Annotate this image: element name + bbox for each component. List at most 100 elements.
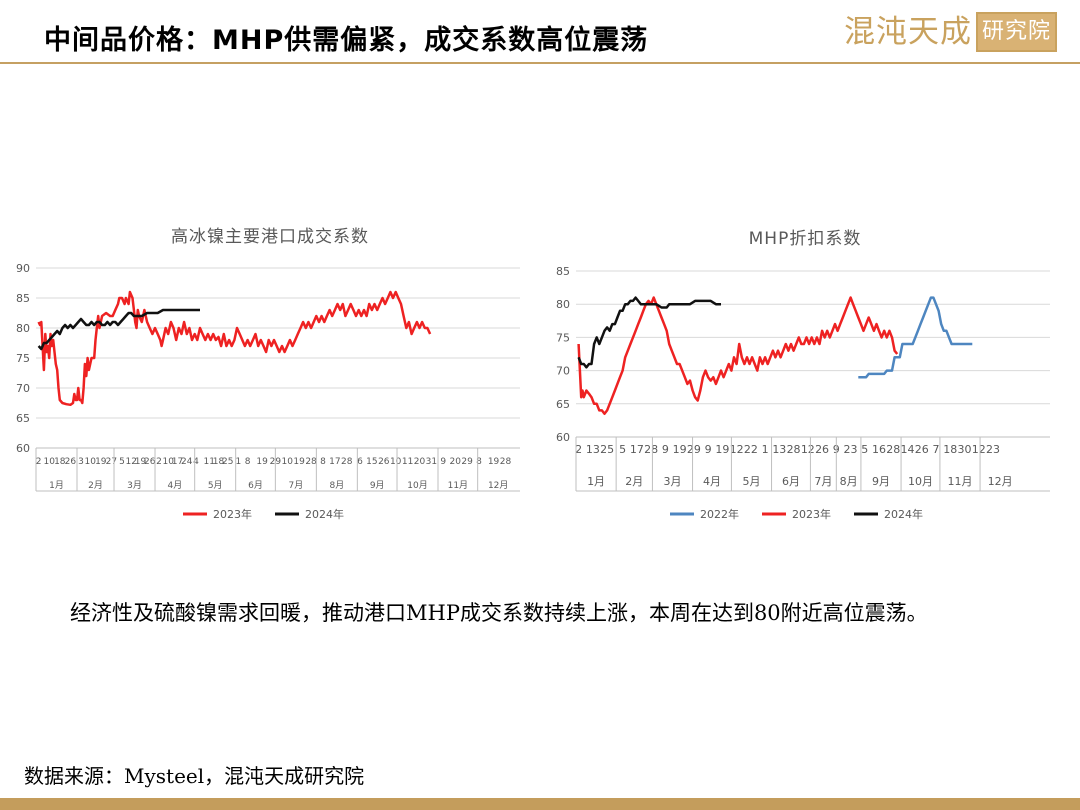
y-tick-label: 80 (556, 298, 570, 311)
series-line-2023年 (577, 296, 899, 416)
x-tick-label: 12 (972, 443, 986, 456)
x-tick-label: 13 (586, 443, 600, 456)
y-tick-label: 60 (556, 431, 570, 444)
month-label: 7月 (288, 480, 303, 491)
month-label: 2月 (625, 475, 643, 488)
series-line-2024年 (37, 308, 200, 351)
x-tick-label: 9 (662, 443, 669, 456)
x-tick-label: 3 (78, 457, 84, 467)
footer-bar (0, 798, 1080, 810)
month-label: 3月 (663, 475, 681, 488)
series-line-2022年 (858, 296, 973, 379)
x-tick-label: 28 (500, 457, 512, 467)
month-label: 10月 (407, 480, 427, 491)
y-tick-label: 85 (556, 265, 570, 278)
y-tick-label: 85 (16, 292, 30, 305)
x-tick-label: 5 (619, 443, 626, 456)
month-label: 6月 (782, 475, 800, 488)
legend-label: 2023年 (792, 507, 831, 521)
x-tick-label: 18 (213, 457, 225, 467)
chart-title: 高冰镍主要港口成交系数 (171, 227, 369, 247)
x-tick-label: 27 (106, 457, 117, 467)
x-tick-label: 26 (915, 443, 929, 456)
x-tick-label: 19 (95, 457, 107, 467)
month-label: 6月 (248, 480, 263, 491)
y-tick-label: 75 (556, 331, 570, 344)
month-label: 11月 (947, 475, 972, 488)
x-tick-label: 19 (135, 457, 147, 467)
x-tick-label: 28 (305, 457, 317, 467)
x-tick-label: 8 (245, 457, 251, 467)
x-tick-label: 25 (222, 457, 233, 467)
series-line-2024年 (577, 296, 721, 369)
legend-label: 2023年 (213, 507, 252, 521)
month-label: 12月 (988, 475, 1013, 488)
body-paragraph: 经济性及硫酸镍需求回暖，推动港口MHP成交系数持续上涨，本周在达到80附近高位震… (70, 601, 928, 625)
x-tick-label: 19 (256, 457, 268, 467)
y-tick-label: 90 (16, 262, 30, 275)
x-tick-label: 18 (54, 457, 66, 467)
y-tick-label: 70 (16, 382, 30, 395)
month-label: 11月 (448, 480, 468, 491)
x-tick-label: 23 (844, 443, 858, 456)
month-label: 4月 (167, 480, 182, 491)
month-label: 8月 (329, 480, 344, 491)
month-label: 1月 (49, 480, 64, 491)
x-tick-label: 18 (943, 443, 957, 456)
x-tick-label: 10 (163, 457, 175, 467)
header-divider (0, 62, 1080, 64)
x-tick-label: 2 (156, 457, 162, 467)
x-tick-label: 5 (861, 443, 868, 456)
x-tick-label: 29 (461, 457, 473, 467)
x-tick-label: 30 (958, 443, 972, 456)
x-tick-label: 19 (673, 443, 687, 456)
month-label: 5月 (742, 475, 760, 488)
y-tick-label: 65 (556, 398, 570, 411)
x-tick-label: 15 (366, 457, 377, 467)
x-tick-label: 22 (744, 443, 758, 456)
month-label: 10月 (908, 475, 933, 488)
x-tick-label: 25 (600, 443, 614, 456)
x-tick-label: 2 (36, 457, 42, 467)
x-tick-label: 28 (886, 443, 900, 456)
x-tick-label: 10 (84, 457, 96, 467)
month-label: 9月 (370, 480, 385, 491)
chart-title: MHP折扣系数 (749, 229, 862, 249)
x-tick-label: 28 (644, 443, 658, 456)
x-tick-label: 11 (402, 457, 413, 467)
x-tick-label: 17 (172, 457, 183, 467)
x-tick-label: 28 (341, 457, 353, 467)
series-line-2023年 (37, 290, 432, 407)
x-tick-label: 17 (329, 457, 340, 467)
x-tick-label: 19 (293, 457, 305, 467)
x-tick-label: 19 (715, 443, 729, 456)
month-label: 8月 (840, 475, 858, 488)
x-tick-label: 20 (414, 457, 426, 467)
page-title: 中间品价格：MHP供需偏紧，成交系数高位震荡 (44, 25, 649, 56)
y-tick-label: 65 (16, 412, 30, 425)
x-tick-label: 11 (204, 457, 215, 467)
x-tick-label: 19 (488, 457, 500, 467)
source-note: 数据来源：Mysteel，混沌天成研究院 (24, 764, 365, 788)
month-label: 2月 (88, 480, 103, 491)
x-tick-label: 26 (378, 457, 390, 467)
legend-label: 2024年 (305, 507, 344, 521)
month-label: 7月 (814, 475, 832, 488)
x-tick-label: 2 (575, 443, 582, 456)
legend-label: 2022年 (700, 507, 739, 521)
x-tick-label: 10 (390, 457, 402, 467)
x-tick-label: 31 (426, 457, 437, 467)
x-tick-label: 26 (815, 443, 829, 456)
x-tick-label: 9 (705, 443, 712, 456)
month-label: 3月 (127, 480, 142, 491)
x-tick-label: 1 (235, 457, 241, 467)
x-tick-label: 28 (787, 443, 801, 456)
x-tick-label: 10 (43, 457, 55, 467)
month-label: 12月 (488, 480, 508, 491)
x-tick-label: 5 (119, 457, 125, 467)
x-tick-label: 1 (762, 443, 769, 456)
y-tick-label: 70 (556, 365, 570, 378)
y-tick-label: 75 (16, 352, 30, 365)
